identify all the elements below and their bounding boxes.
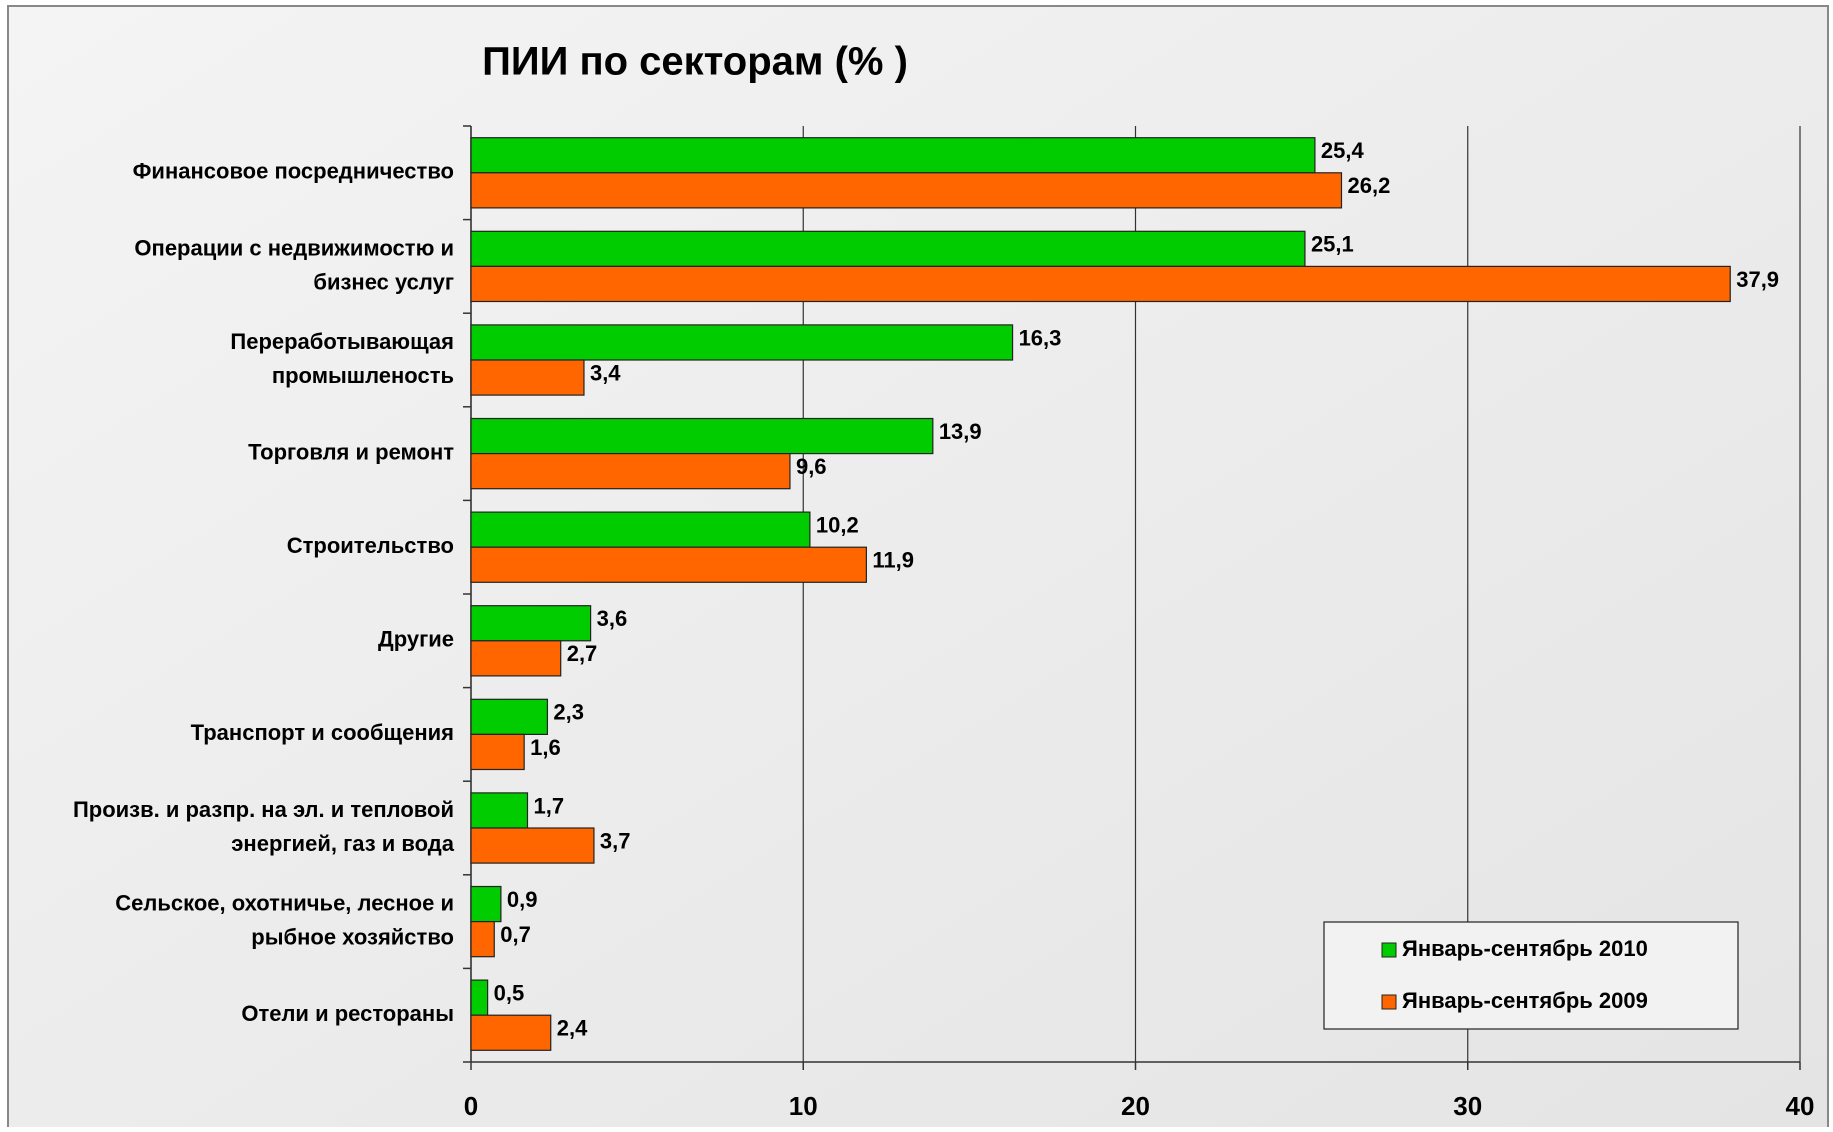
chart-title: ПИИ по секторам (% ) bbox=[482, 40, 908, 84]
data-label: 0,5 bbox=[494, 980, 525, 1005]
legend-swatch bbox=[1381, 942, 1397, 958]
data-label: 26,2 bbox=[1347, 173, 1390, 198]
bar bbox=[470, 137, 1316, 174]
data-label: 2,4 bbox=[557, 1016, 588, 1041]
y-tick-label: Отели и рестораны bbox=[241, 1001, 454, 1026]
bar bbox=[470, 827, 595, 864]
data-label: 2,3 bbox=[553, 700, 584, 725]
bar bbox=[470, 979, 489, 1016]
bar bbox=[470, 230, 1306, 268]
x-tick-label: 10 bbox=[789, 1091, 818, 1121]
bar bbox=[470, 511, 811, 548]
bar bbox=[470, 324, 1014, 361]
data-label: 2,7 bbox=[567, 641, 598, 666]
x-tick-label: 30 bbox=[1453, 1091, 1482, 1121]
y-tick-label: Операции с недвижимостю и бизнес услуг bbox=[134, 235, 454, 294]
legend-box bbox=[1323, 921, 1739, 1030]
legend-swatch bbox=[1381, 994, 1397, 1010]
bar bbox=[470, 172, 1343, 209]
bar bbox=[470, 359, 585, 396]
x-tick-label: 20 bbox=[1121, 1091, 1150, 1121]
x-tick-label: 0 bbox=[464, 1091, 478, 1121]
y-tick-label: Финансовое посредничество bbox=[133, 159, 454, 184]
data-label: 13,9 bbox=[939, 419, 982, 444]
y-tick-label: Транспорт и сообщения bbox=[191, 720, 454, 745]
bar bbox=[470, 453, 791, 490]
y-tick-label: Строительство bbox=[287, 533, 454, 558]
bar bbox=[470, 920, 495, 958]
legend-label: Январь-сентябрь 2010 bbox=[1402, 936, 1648, 961]
data-label: 0,9 bbox=[507, 887, 538, 912]
data-label: 16,3 bbox=[1019, 325, 1062, 350]
data-label: 1,7 bbox=[533, 793, 564, 818]
bar bbox=[470, 733, 525, 771]
y-tick-label: Сельское, охотничье, лесное и рыбное хозя… bbox=[115, 890, 454, 949]
y-tick-label: Произв. и разпр. на эл. и тепловой энерги… bbox=[73, 797, 455, 856]
y-tick-label: Другие bbox=[378, 627, 454, 652]
data-label: 37,9 bbox=[1736, 267, 1779, 292]
x-tick-label: 40 bbox=[1786, 1091, 1815, 1121]
data-label: 10,2 bbox=[816, 512, 859, 537]
bar bbox=[470, 546, 867, 583]
data-label: 3,4 bbox=[590, 360, 621, 385]
y-tick-label: Переработывающая промышленость bbox=[230, 329, 454, 388]
data-label: 25,4 bbox=[1321, 138, 1365, 163]
data-label: 9,6 bbox=[796, 454, 827, 479]
data-label: 0,7 bbox=[500, 922, 531, 947]
data-label: 25,1 bbox=[1311, 232, 1354, 257]
data-label: 3,6 bbox=[597, 606, 628, 631]
bar bbox=[470, 417, 934, 455]
bar bbox=[470, 885, 502, 923]
y-tick-label: Торговля и ремонт bbox=[248, 439, 454, 464]
data-label: 11,9 bbox=[872, 548, 914, 573]
data-label: 1,6 bbox=[530, 735, 561, 760]
bar bbox=[470, 1014, 552, 1051]
bar bbox=[470, 640, 562, 677]
bar bbox=[470, 792, 529, 829]
bar bbox=[470, 265, 1731, 303]
bar bbox=[470, 698, 549, 735]
bar bbox=[470, 605, 592, 642]
legend-label: Январь-сентябрь 2009 bbox=[1402, 988, 1648, 1013]
data-label: 3,7 bbox=[600, 828, 631, 853]
